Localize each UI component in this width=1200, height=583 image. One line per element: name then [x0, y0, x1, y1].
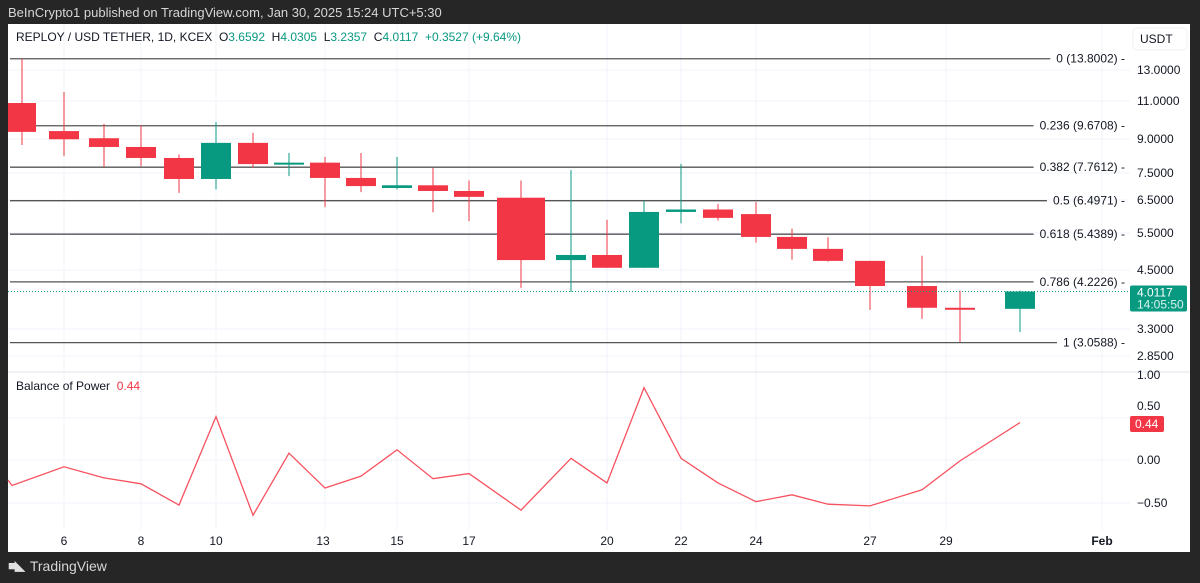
candle-body	[741, 214, 771, 237]
currency-label: USDT	[1140, 32, 1173, 46]
fib-label: 0.236 (9.6708) -	[1040, 119, 1125, 133]
legend-part: 3.6592	[228, 30, 271, 44]
time-tick: 13	[316, 534, 330, 548]
time-tick: 8	[138, 534, 145, 548]
indicator-name: Balance of Power	[16, 379, 117, 393]
price-tick: 3.3000	[1137, 322, 1174, 336]
time-tick: 29	[939, 534, 953, 548]
legend-part: C	[374, 30, 383, 44]
legend-part: +0.3527 (+9.64%)	[425, 30, 521, 44]
candle-body	[346, 177, 376, 187]
bop-line	[7, 386, 1021, 517]
candle-body	[382, 185, 412, 188]
candle-body	[556, 254, 586, 261]
time-tick: 17	[462, 534, 476, 548]
candle-body	[703, 209, 733, 218]
price-tick: 9.0000	[1137, 132, 1174, 146]
candle-body	[454, 190, 484, 197]
candle-body	[592, 254, 622, 268]
legend-part: L	[324, 30, 331, 44]
candle-body	[777, 236, 807, 249]
price-tick: 7.5000	[1137, 166, 1174, 180]
time-tick: 24	[749, 534, 763, 548]
candle-body	[855, 260, 885, 287]
fib-label: 0.618 (5.4389) -	[1040, 227, 1125, 241]
indicator-tick: 1.00	[1137, 368, 1161, 382]
countdown-timer: 14:05:50	[1137, 298, 1184, 312]
candle-body	[1005, 291, 1035, 309]
candle-body	[629, 211, 659, 268]
footer: ■◣ TradingView	[8, 558, 107, 574]
indicator-tick: 0.00	[1137, 453, 1161, 467]
indicator-value-badge	[1130, 416, 1164, 432]
price-tick: 4.5000	[1137, 263, 1174, 277]
indicator-legend: Balance of Power 0.44	[16, 379, 140, 393]
candle-body	[274, 162, 304, 165]
indicator-tick: 0.50	[1137, 399, 1161, 413]
last-price-value: 4.0117	[1137, 286, 1173, 300]
legend-part: 3.2357	[330, 30, 373, 44]
last-price-badge	[1130, 285, 1187, 312]
publisher-bar: BeInCrypto1 published on TradingView.com…	[0, 0, 1200, 24]
time-tick: 6	[61, 534, 68, 548]
candle-body	[89, 138, 119, 147]
price-tick: 5.5000	[1137, 226, 1174, 240]
time-tick: Feb	[1091, 534, 1112, 548]
tradingview-logo-icon: ■◣	[8, 558, 25, 573]
footer-brand: TradingView	[29, 558, 107, 574]
candle-body	[201, 142, 231, 179]
candle-body	[8, 103, 36, 132]
time-tick: 22	[674, 534, 688, 548]
legend-part: O	[219, 30, 228, 44]
legend-part: REPLOY / USD TETHER, 1D, KCEX	[16, 30, 219, 44]
publisher-text: BeInCrypto1 published on TradingView.com…	[8, 5, 442, 20]
legend-part: H	[272, 30, 281, 44]
time-tick: 27	[863, 534, 877, 548]
candle-body	[418, 185, 448, 191]
time-tick: 10	[209, 534, 223, 548]
ohlc-legend: REPLOY / USD TETHER, 1D, KCEX O3.6592 H4…	[16, 30, 521, 44]
candle-body	[49, 131, 79, 140]
candle-body	[238, 142, 268, 165]
legend-part: 4.0305	[280, 30, 323, 44]
indicator-tick: −0.50	[1137, 496, 1168, 510]
fib-label: 0.382 (7.7612) -	[1040, 160, 1125, 174]
candle-body	[164, 157, 194, 179]
candle-body	[497, 197, 545, 261]
candle-body	[666, 209, 696, 212]
fib-label: 0.5 (6.4971) -	[1053, 194, 1125, 208]
price-tick: 6.5000	[1137, 193, 1174, 207]
fib-label: 1 (3.0588) -	[1063, 336, 1125, 350]
fib-label: 0 (13.8002) -	[1056, 52, 1125, 66]
currency-button	[1132, 27, 1188, 51]
indicator-badge-value: 0.44	[1135, 417, 1159, 431]
price-tick: 13.0000	[1137, 63, 1181, 77]
price-tick: 11.0000	[1137, 94, 1180, 108]
candle-body	[126, 146, 156, 158]
indicator-value: 0.44	[117, 379, 141, 393]
time-tick: 15	[390, 534, 404, 548]
fib-label: 0.786 (4.2226) -	[1040, 275, 1125, 289]
candle-body	[813, 248, 843, 261]
time-tick: 20	[600, 534, 614, 548]
candle-body	[310, 162, 340, 178]
candle-body	[945, 307, 975, 310]
price-tick: 2.8500	[1137, 349, 1174, 363]
legend-part: 4.0117	[382, 30, 424, 44]
chart-panel[interactable]	[8, 24, 1190, 552]
candle-body	[907, 286, 937, 308]
